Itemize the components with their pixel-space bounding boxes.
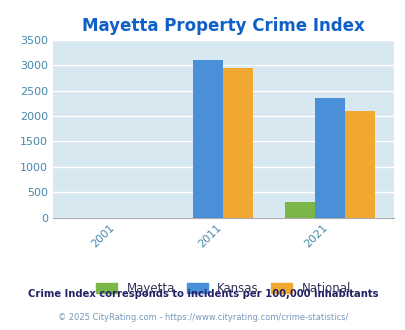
Bar (314, 98, 344, 218)
Legend: Mayetta, Kansas, National: Mayetta, Kansas, National (91, 277, 355, 300)
Bar (344, 111, 374, 218)
Text: Crime Index corresponds to incidents per 100,000 inhabitants: Crime Index corresponds to incidents per… (28, 289, 377, 299)
Bar (193, 60, 223, 218)
Bar (223, 68, 253, 218)
Text: © 2025 CityRating.com - https://www.cityrating.com/crime-statistics/: © 2025 CityRating.com - https://www.city… (58, 313, 347, 322)
Bar (284, 202, 314, 218)
Title: Mayetta Property Crime Index: Mayetta Property Crime Index (82, 17, 364, 35)
